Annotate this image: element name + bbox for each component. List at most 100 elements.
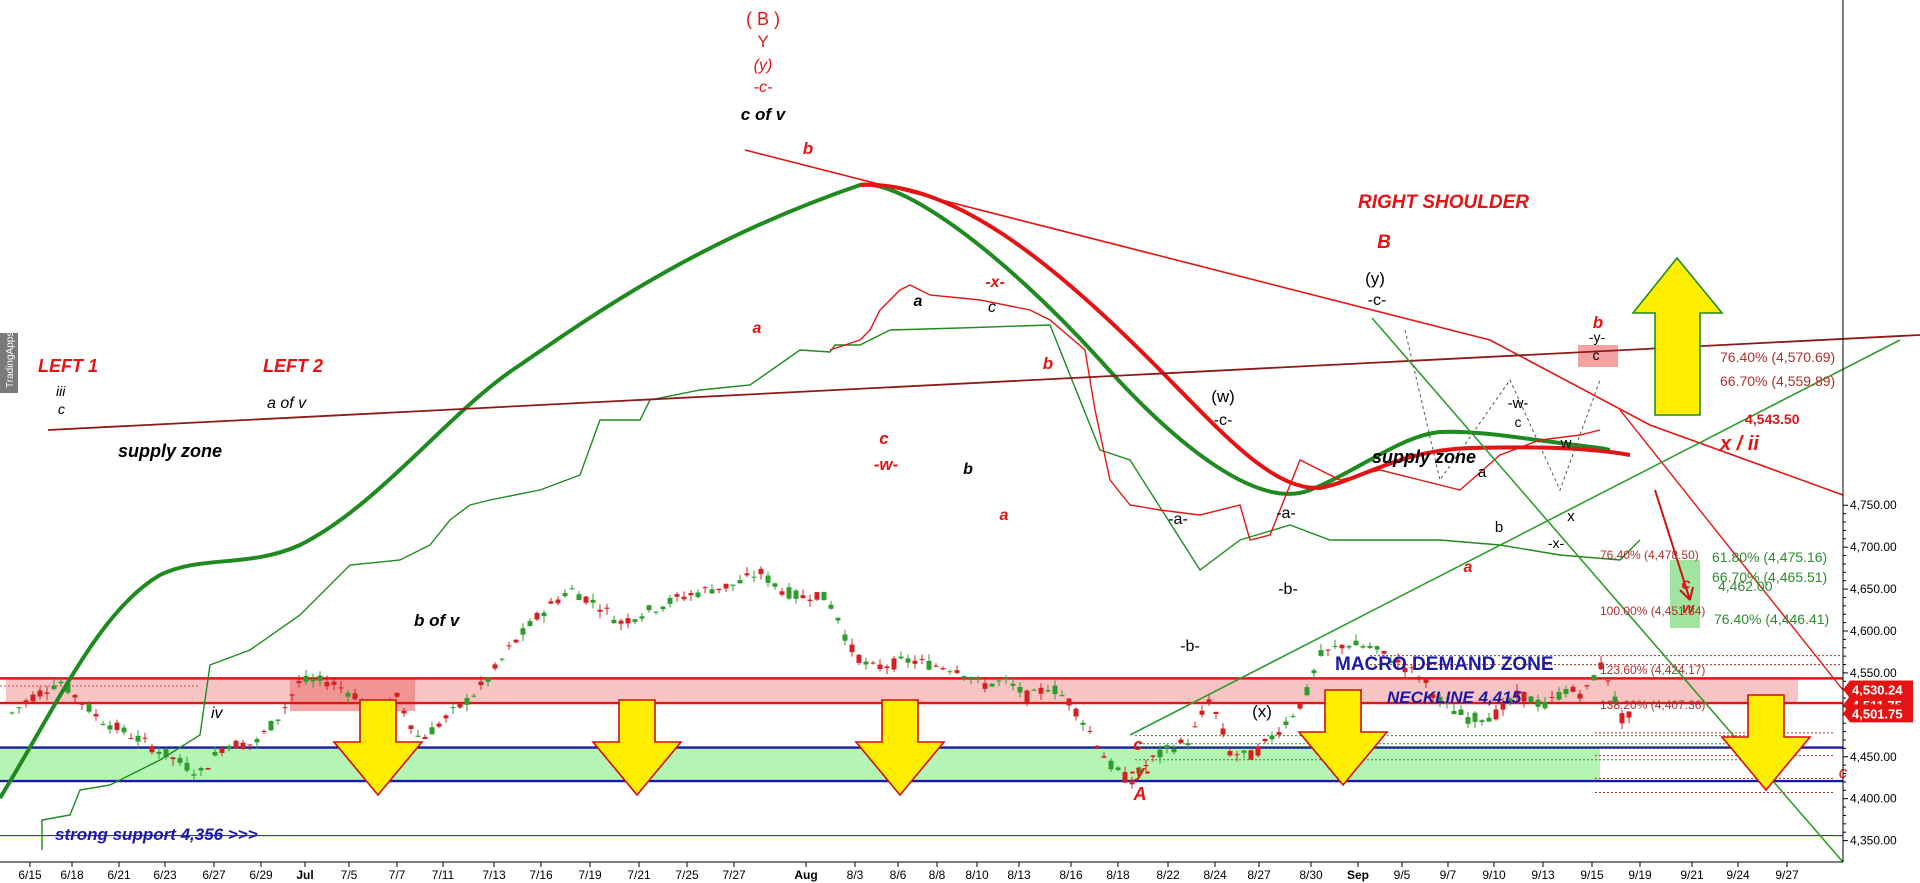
candle-body bbox=[779, 591, 785, 595]
candle-body bbox=[1591, 675, 1597, 681]
candle-body bbox=[247, 744, 253, 746]
candle-body bbox=[835, 617, 841, 621]
candle-body bbox=[527, 621, 533, 626]
candle-47 bbox=[338, 681, 344, 693]
label-b-dash-1: -b- bbox=[1180, 638, 1200, 655]
x-tick-label: 7/19 bbox=[578, 868, 602, 882]
label-x-paren: (x) bbox=[1252, 702, 1272, 721]
candle-209 bbox=[1472, 711, 1478, 728]
candle-183 bbox=[1290, 713, 1296, 718]
candle-body bbox=[975, 678, 981, 680]
candle-body bbox=[303, 675, 309, 682]
candle-body bbox=[1045, 690, 1051, 692]
candle-69 bbox=[492, 662, 498, 671]
candle-30 bbox=[219, 745, 225, 757]
candle-body bbox=[1549, 696, 1555, 698]
candle-219 bbox=[1542, 696, 1548, 710]
y-tick-label: 4,550.00 bbox=[1850, 666, 1897, 680]
label-Y-top: Y bbox=[757, 32, 768, 51]
label-x-dash-2: -x- bbox=[1548, 535, 1565, 551]
candle-body bbox=[751, 576, 757, 578]
candle-71 bbox=[506, 641, 512, 650]
candle-29 bbox=[212, 746, 218, 757]
trend-line-green-up bbox=[1129, 339, 1901, 736]
candle-63 bbox=[450, 704, 456, 715]
x-tick-label: 9/5 bbox=[1394, 868, 1411, 882]
candle-body bbox=[121, 727, 127, 733]
candle-145 bbox=[1024, 689, 1030, 707]
candle-body bbox=[800, 595, 806, 599]
candle-188 bbox=[1325, 649, 1331, 657]
candle-23 bbox=[170, 756, 176, 766]
candle-body bbox=[583, 596, 589, 603]
candle-95 bbox=[674, 591, 680, 602]
candle-body bbox=[737, 580, 743, 584]
candle-117 bbox=[828, 600, 834, 610]
candle-body bbox=[450, 707, 456, 709]
candle-208 bbox=[1465, 711, 1471, 729]
candle-body bbox=[849, 644, 855, 653]
candle-67 bbox=[478, 676, 484, 690]
candle-132 bbox=[933, 663, 939, 668]
candle-142 bbox=[1003, 675, 1009, 684]
label-c-top: -c- bbox=[754, 79, 773, 96]
candle-164 bbox=[1157, 745, 1163, 764]
label-a-2: a bbox=[914, 293, 923, 310]
candle-123 bbox=[870, 661, 876, 665]
x-tick-label: 6/18 bbox=[60, 868, 84, 882]
x-tick-label: 6/15 bbox=[18, 868, 42, 882]
candles-layer bbox=[9, 566, 1632, 789]
watermark-bg bbox=[0, 333, 18, 393]
candle-body bbox=[618, 620, 624, 624]
y-tick-label: 4,750.00 bbox=[1850, 498, 1897, 512]
candle-48 bbox=[345, 689, 351, 704]
candle-26 bbox=[191, 769, 197, 781]
candle-body bbox=[135, 735, 141, 742]
candle-138 bbox=[975, 675, 981, 684]
candle-98 bbox=[695, 589, 701, 599]
fib-label-0: 76.40% (4,570.69) bbox=[1720, 349, 1835, 365]
candle-body bbox=[1094, 745, 1100, 748]
candle-189 bbox=[1332, 639, 1338, 649]
candle-body bbox=[1108, 760, 1114, 770]
arrows-layer bbox=[332, 256, 1812, 797]
candle-62 bbox=[443, 713, 449, 723]
candle-19 bbox=[142, 732, 148, 743]
candle-body bbox=[1360, 646, 1366, 648]
x-tick-label: 7/5 bbox=[341, 868, 358, 882]
candle-body bbox=[1220, 728, 1226, 735]
candle-174 bbox=[1227, 748, 1233, 757]
x-tick-label: 9/24 bbox=[1726, 868, 1750, 882]
candle-87 bbox=[618, 618, 624, 631]
x-tick-label: 7/27 bbox=[722, 868, 746, 882]
x-tick-label: 7/11 bbox=[432, 868, 455, 882]
candle-28 bbox=[205, 767, 211, 770]
candle-226 bbox=[1591, 674, 1597, 681]
candle-211 bbox=[1486, 713, 1492, 722]
candle-body bbox=[1535, 699, 1541, 707]
label-b-dash-2: -b- bbox=[1278, 581, 1298, 598]
label-c-left1: c bbox=[58, 401, 65, 417]
candle-body bbox=[1031, 689, 1037, 691]
candle-body bbox=[275, 719, 281, 721]
candle-141 bbox=[996, 679, 1002, 686]
candle-162 bbox=[1143, 759, 1149, 772]
label-c-dash-1: -c- bbox=[1214, 412, 1233, 429]
candle-body bbox=[170, 757, 176, 760]
fib-label-7: 100.00% (4,451.34) bbox=[1600, 604, 1705, 618]
label-a-dash-2: -a- bbox=[1276, 505, 1296, 522]
candle-213 bbox=[1500, 697, 1506, 716]
candle-body bbox=[310, 678, 316, 682]
candle-body bbox=[1605, 680, 1611, 682]
candle-body bbox=[1066, 698, 1072, 706]
candle-body bbox=[891, 658, 897, 670]
up-arrow bbox=[1631, 256, 1724, 416]
candle-body bbox=[352, 693, 358, 700]
candle-60 bbox=[429, 721, 435, 735]
label-y-top: (y) bbox=[754, 57, 773, 74]
candle-65 bbox=[464, 694, 470, 712]
candle-149 bbox=[1052, 680, 1058, 700]
x-tick-label: 8/13 bbox=[1007, 868, 1031, 882]
candle-body bbox=[709, 589, 715, 594]
